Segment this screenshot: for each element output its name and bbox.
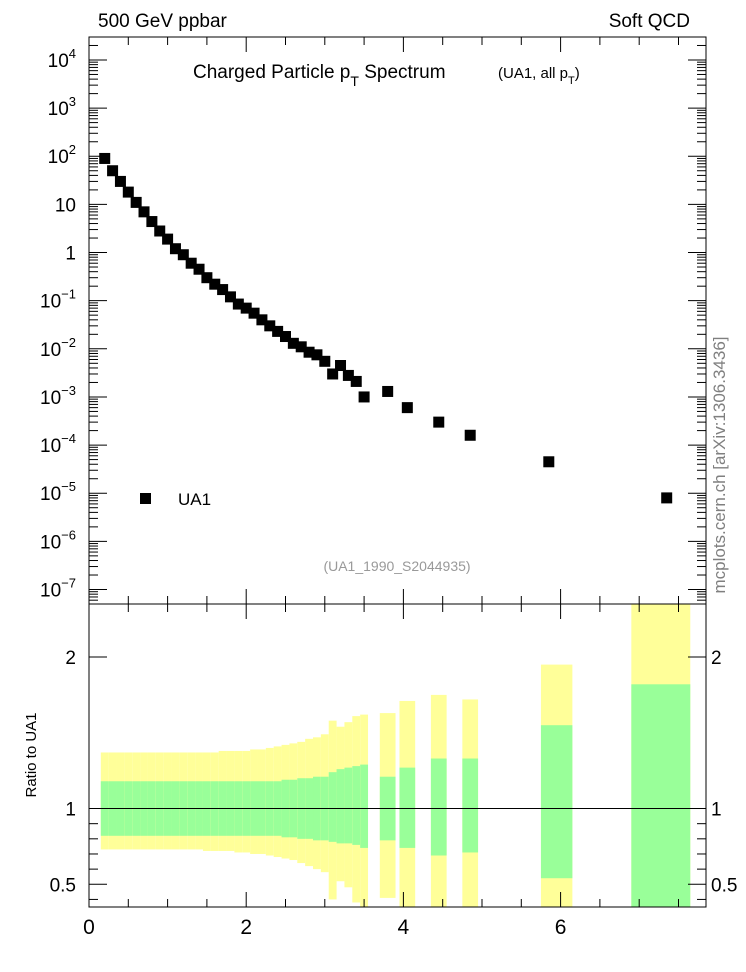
ratio-error-bands — [100, 604, 691, 907]
header-left-text: 500 GeV ppbar — [98, 11, 228, 32]
ratio-inner-band — [328, 772, 337, 842]
data-point — [162, 233, 174, 245]
data-point — [169, 243, 181, 255]
data-point — [232, 298, 244, 310]
data-point — [382, 385, 394, 397]
y-tick-label: 10−4 — [40, 431, 76, 457]
x-tick-label: 2 — [240, 916, 252, 939]
y-tick-label: 102 — [48, 142, 76, 168]
data-point — [287, 337, 299, 349]
legend-label: UA1 — [178, 490, 211, 509]
data-point — [99, 152, 111, 164]
data-point — [114, 175, 126, 187]
main-y-ticks — [88, 36, 706, 605]
plot-subtitle-close: ) — [575, 65, 580, 82]
ratio-y-axis-label: Ratio to UA1 — [23, 712, 40, 797]
y-tick-label: 10−1 — [40, 287, 76, 313]
data-point — [209, 278, 221, 290]
main-plot-panel: 10410310210110−110−210−310−410−510−610−7… — [40, 36, 707, 605]
data-point — [311, 349, 323, 361]
main-plot-frame — [88, 36, 707, 605]
data-point — [327, 368, 339, 380]
data-point — [661, 492, 673, 504]
plot-subtitle-sub: T — [568, 75, 575, 87]
ratio-inner-band — [631, 684, 691, 907]
data-point — [146, 216, 158, 228]
data-point — [464, 429, 476, 441]
ratio-inner-band — [399, 767, 416, 848]
y-tick-label: 10−2 — [40, 335, 76, 361]
plot-subtitle-open: (UA1, all p — [498, 65, 568, 82]
ratio-inner-band — [344, 767, 353, 844]
plot-title-main-sub: T — [350, 73, 359, 89]
ratio-plot-panel: 0.5 0.5 1 1 2 2 0 2 4 6 Ratio to UA1 — [23, 603, 738, 939]
y-tick-label: 10−5 — [40, 479, 76, 505]
data-point — [433, 416, 445, 428]
data-point — [201, 272, 213, 284]
ratio-inner-band — [336, 769, 345, 844]
data-point — [303, 346, 315, 358]
ratio-y-tick-labels: 0.5 0.5 1 1 2 2 — [50, 648, 738, 896]
y-tick-label: 103 — [48, 94, 76, 120]
side-credit-text: mcplots.cern.ch [arXiv:1306.3436] — [710, 336, 729, 593]
data-point — [272, 325, 284, 337]
analysis-id-text: (UA1_1990_S2044935) — [323, 558, 470, 574]
x-tick-label: 4 — [398, 916, 410, 939]
y-tick-label: 104 — [48, 46, 76, 72]
data-point — [279, 331, 291, 343]
data-point — [185, 257, 197, 269]
plot-title: Charged Particle pT Spectrum — [193, 62, 446, 89]
x-tick-label: 0 — [83, 916, 95, 939]
y-tick-label: 10−7 — [40, 576, 76, 602]
y-tick-label: 10 — [55, 195, 76, 216]
ratio-ticks — [88, 604, 706, 907]
data-point — [154, 225, 166, 237]
data-point — [401, 402, 413, 414]
x-tick-label: 6 — [555, 916, 567, 939]
data-point — [217, 284, 229, 296]
data-point — [224, 291, 236, 303]
ratio-y-tick-label-right: 2 — [711, 648, 722, 669]
ratio-inner-band — [352, 766, 361, 845]
data-point — [177, 249, 189, 261]
data-point — [335, 360, 347, 372]
legend-marker — [140, 493, 151, 504]
data-point — [193, 263, 205, 275]
plot-title-main: Charged Particle p — [193, 62, 350, 83]
data-point — [122, 186, 134, 198]
data-point — [342, 369, 354, 381]
data-point — [264, 320, 276, 332]
plot-title-main-after: Spectrum — [359, 62, 446, 83]
ratio-inner-band — [430, 758, 447, 856]
plot-subtitle: (UA1, all pT) — [498, 65, 580, 87]
ratio-inner-band — [462, 758, 479, 853]
ratio-inner-band — [540, 725, 573, 879]
data-point — [256, 314, 268, 326]
ratio-inner-band — [360, 764, 369, 848]
ratio-y-tick-label-left: 2 — [65, 648, 76, 669]
x-tick-labels: 0 2 4 6 — [83, 916, 566, 939]
y-tick-label: 1 — [65, 244, 76, 265]
ratio-y-tick-label-left: 0.5 — [50, 875, 76, 896]
data-markers — [99, 152, 673, 504]
ratio-y-tick-label-left: 1 — [65, 800, 76, 821]
data-point — [319, 355, 331, 367]
ratio-y-tick-label-right: 0.5 — [711, 875, 737, 896]
data-point — [240, 302, 252, 314]
data-point — [138, 206, 150, 218]
header-right-text: Soft QCD — [609, 11, 690, 32]
ratio-y-tick-label-right: 1 — [711, 800, 722, 821]
data-point — [130, 196, 142, 208]
ratio-plot-frame — [88, 603, 707, 908]
data-point — [350, 375, 362, 387]
y-tick-label: 10−3 — [40, 383, 76, 409]
data-point — [358, 391, 370, 403]
data-point — [107, 165, 119, 177]
y-tick-label: 10−6 — [40, 527, 76, 553]
data-point — [295, 341, 307, 353]
data-point — [248, 307, 260, 319]
data-point — [543, 456, 555, 468]
